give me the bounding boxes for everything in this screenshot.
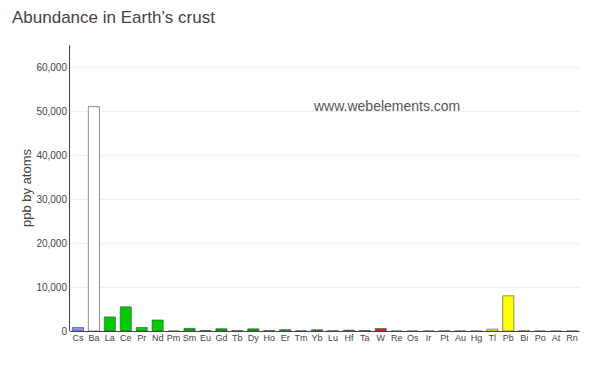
svg-text:Os: Os [407, 333, 419, 343]
svg-text:Eu: Eu [200, 333, 211, 343]
svg-text:Pt: Pt [440, 333, 449, 343]
svg-text:0: 0 [61, 326, 67, 337]
svg-text:Pm: Pm [167, 333, 181, 343]
svg-text:Re: Re [391, 333, 403, 343]
svg-text:Sm: Sm [183, 333, 197, 343]
svg-text:Ho: Ho [263, 333, 275, 343]
svg-text:Er: Er [281, 333, 290, 343]
svg-text:Hg: Hg [471, 333, 483, 343]
svg-text:Po: Po [535, 333, 546, 343]
svg-text:Abundance in Earth’s crust: Abundance in Earth’s crust [12, 8, 215, 27]
svg-text:Ce: Ce [120, 333, 132, 343]
svg-text:Cs: Cs [72, 333, 83, 343]
svg-text:30,000: 30,000 [36, 194, 67, 205]
svg-text:50,000: 50,000 [36, 106, 67, 117]
svg-text:Gd: Gd [215, 333, 227, 343]
svg-text:Au: Au [455, 333, 466, 343]
svg-text:Ba: Ba [88, 333, 99, 343]
svg-text:Pb: Pb [503, 333, 514, 343]
svg-text:Pr: Pr [137, 333, 146, 343]
svg-text:W: W [377, 333, 386, 343]
svg-text:Lu: Lu [328, 333, 338, 343]
svg-text:Tl: Tl [489, 333, 497, 343]
svg-text:Rn: Rn [566, 333, 578, 343]
svg-text:Nd: Nd [152, 333, 164, 343]
svg-text:Bi: Bi [520, 333, 528, 343]
svg-text:Ir: Ir [426, 333, 432, 343]
svg-text:La: La [105, 333, 115, 343]
svg-text:www.webelements.com: www.webelements.com [313, 98, 460, 114]
svg-text:60,000: 60,000 [36, 62, 67, 73]
svg-text:Hf: Hf [344, 333, 353, 343]
svg-text:ppb by atoms: ppb by atoms [19, 148, 34, 227]
svg-text:Tm: Tm [295, 333, 308, 343]
svg-text:Yb: Yb [312, 333, 323, 343]
svg-text:Ta: Ta [360, 333, 370, 343]
svg-text:20,000: 20,000 [36, 238, 67, 249]
svg-text:At: At [552, 333, 561, 343]
svg-text:Dy: Dy [248, 333, 259, 343]
svg-text:10,000: 10,000 [36, 282, 67, 293]
svg-text:Tb: Tb [232, 333, 243, 343]
svg-text:40,000: 40,000 [36, 150, 67, 161]
